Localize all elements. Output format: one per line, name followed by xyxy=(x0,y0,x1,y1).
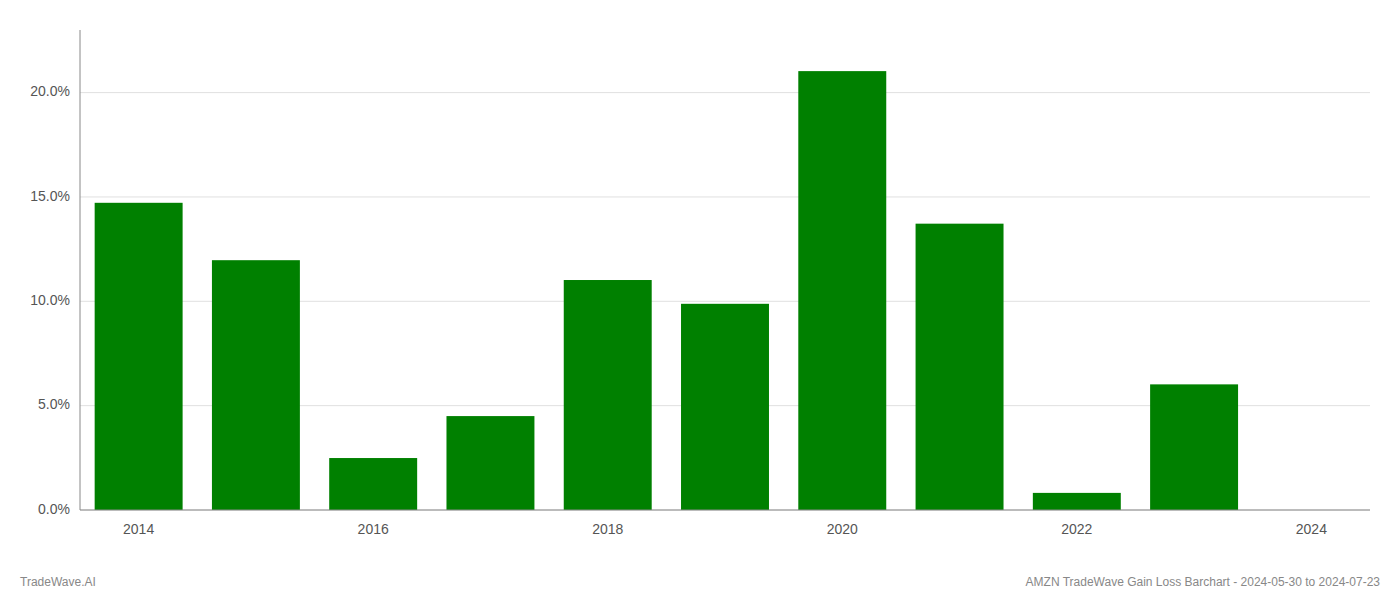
y-tick-label: 10.0% xyxy=(30,292,70,308)
y-tick-label: 15.0% xyxy=(30,188,70,204)
bar xyxy=(446,416,534,510)
y-tick-label: 5.0% xyxy=(38,396,70,412)
grid-line xyxy=(80,196,1370,197)
bar xyxy=(564,280,652,510)
chart-container: 0.0%5.0%10.0%15.0%20.0%20142016201820202… xyxy=(0,0,1400,600)
y-grid xyxy=(80,93,1370,510)
x-tick-label: 2024 xyxy=(1296,521,1327,537)
bar xyxy=(681,304,769,510)
x-tick-label: 2020 xyxy=(827,521,858,537)
x-tick-label: 2016 xyxy=(358,521,389,537)
bars xyxy=(95,71,1238,510)
x-tick-label: 2018 xyxy=(592,521,623,537)
footer-text: TradeWave.AI xyxy=(20,575,96,589)
bar xyxy=(916,224,1004,510)
x-axis-line xyxy=(80,510,1370,511)
x-tick-label: 2022 xyxy=(1061,521,1092,537)
grid-line xyxy=(80,92,1370,93)
y-tick-labels: 0.0% 5.0% 10.0% 15.0% 20.0% xyxy=(30,83,70,516)
bar xyxy=(212,260,300,510)
bar xyxy=(1033,493,1121,510)
bar xyxy=(329,458,417,510)
y-tick-label: 0.0% xyxy=(38,501,70,517)
y-tick-label: 20.0% xyxy=(30,83,70,99)
bar xyxy=(1150,384,1238,510)
y-axis-line xyxy=(80,30,81,510)
x-tick-label: 2014 xyxy=(123,521,154,537)
footer-text: AMZN TradeWave Gain Loss Barchart - 2024… xyxy=(1026,575,1381,589)
bar xyxy=(798,71,886,510)
grid-line xyxy=(80,510,1370,511)
x-tick-labels: 2014 2016 2018 2020 2022 2024 xyxy=(123,521,1327,537)
chart: 0.0%5.0%10.0%15.0%20.0%20142016201820202… xyxy=(0,0,1400,600)
bar xyxy=(95,203,183,510)
